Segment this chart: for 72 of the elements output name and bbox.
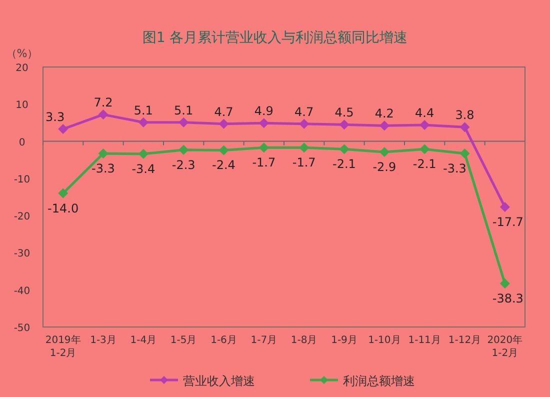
- point: [138, 117, 148, 128]
- point: [339, 144, 350, 154]
- x-tick-label: 1-12月: [448, 335, 482, 346]
- x-tick-label: 1-8月: [290, 335, 318, 346]
- point: [379, 147, 390, 158]
- data-label: 4.7: [214, 104, 234, 119]
- data-label: -2.1: [412, 157, 436, 172]
- point: [460, 122, 470, 132]
- data-label: 3.3: [46, 110, 65, 124]
- data-label: -2.3: [172, 158, 196, 172]
- point: [299, 142, 310, 153]
- x-tick-label: 1-10月: [368, 335, 401, 346]
- x-tick-label: 1-11月: [408, 335, 441, 346]
- data-label: 4.7: [294, 104, 314, 119]
- point: [460, 148, 470, 159]
- point: [98, 110, 108, 120]
- data-label: 5.1: [174, 103, 194, 118]
- data-label: 3.8: [455, 108, 474, 122]
- point: [138, 148, 148, 159]
- x-tick-label: 1-3月: [90, 335, 116, 346]
- data-label: -3.3: [92, 162, 115, 176]
- y-tick-label: 10: [16, 100, 28, 112]
- data-label: -3.4: [132, 162, 156, 176]
- point: [420, 120, 430, 130]
- y-tick-label: -20: [14, 212, 30, 223]
- point: [500, 278, 510, 289]
- data-label: -2.1: [332, 157, 356, 172]
- y-tick-label: 20: [16, 63, 28, 74]
- point: [258, 142, 269, 153]
- point: [178, 117, 189, 128]
- legend-label: 营业收入增速: [183, 374, 255, 388]
- y-tick-label: 0: [18, 137, 26, 148]
- data-label: -3.3: [443, 162, 466, 176]
- data-label: -1.7: [252, 156, 276, 170]
- x-tick-label: 2020年 1-2月: [487, 334, 523, 359]
- x-tick-label: 1-9月: [331, 335, 358, 346]
- data-label: 4.4: [415, 106, 434, 120]
- x-tick-label: 1-5月: [170, 335, 197, 346]
- point: [420, 144, 430, 154]
- data-label: -2.4: [212, 158, 236, 172]
- chart-title: 图1 各月累计营业收入与利润总额同比增速: [142, 30, 408, 46]
- data-label: 5.1: [134, 103, 153, 118]
- y-axis-title: （%）: [6, 47, 38, 60]
- x-tick-label: 1-6月: [210, 335, 237, 346]
- point: [299, 118, 310, 129]
- data-label: -17.7: [492, 215, 524, 230]
- x-tick-label: 1-4月: [130, 335, 157, 346]
- data-label: -38.3: [492, 292, 524, 306]
- point: [258, 118, 269, 128]
- data-label: -1.7: [292, 156, 316, 170]
- legend-label: 利润总额增速: [343, 374, 415, 388]
- point: [98, 148, 108, 159]
- y-tick-label: -50: [14, 323, 30, 334]
- y-tick-label: -10: [14, 174, 30, 186]
- x-tick-label: 1-7月: [250, 335, 278, 346]
- point: [58, 124, 68, 134]
- y-tick-label: -40: [14, 286, 30, 297]
- y-tick-label: -30: [14, 248, 30, 260]
- point: [178, 144, 189, 155]
- point: [339, 120, 350, 130]
- data-label: 4.2: [374, 106, 394, 121]
- data-label: 4.9: [254, 104, 274, 118]
- data-label: 7.2: [94, 96, 113, 110]
- point: [500, 202, 510, 212]
- point: [379, 120, 390, 131]
- point: [218, 145, 229, 156]
- point: [58, 188, 68, 198]
- x-tick-label: 2019年 1-2月: [45, 334, 81, 359]
- data-label: -2.9: [372, 160, 396, 174]
- data-label: -14.0: [48, 201, 79, 216]
- point: [218, 118, 229, 129]
- data-label: 4.5: [334, 106, 354, 120]
